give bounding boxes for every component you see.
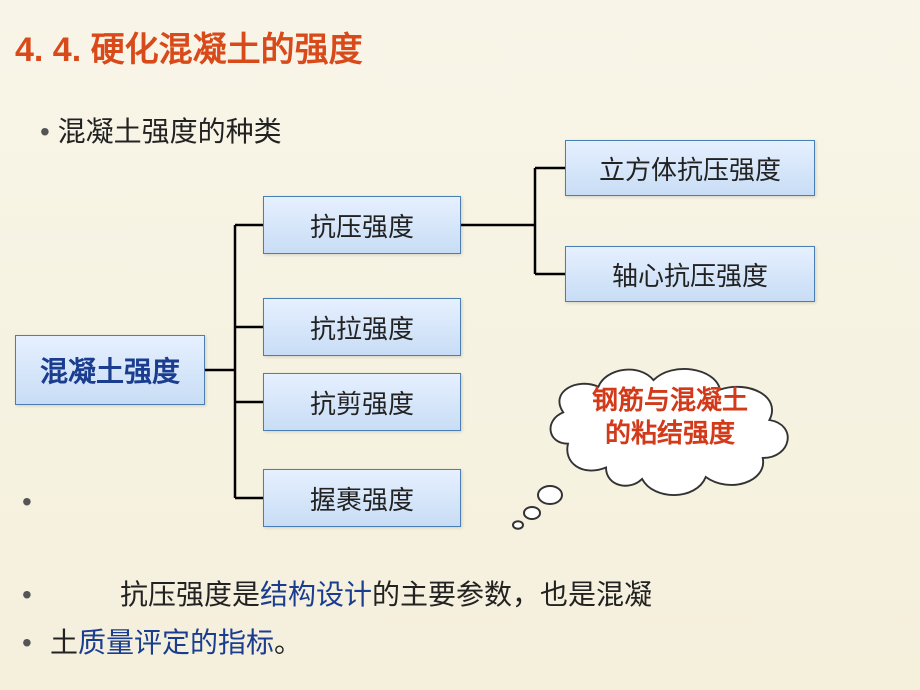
thought-cloud-text: 钢筋与混凝土的粘结强度 [580, 384, 760, 449]
body-text-line: • 抗压强度是结构设计的主要参数，也是混凝 [20, 570, 900, 619]
diagram-node: 抗压强度 [263, 196, 461, 254]
diagram-node: 抗拉强度 [263, 298, 461, 356]
diagram-node: 轴心抗压强度 [565, 246, 815, 302]
diagram-node: 立方体抗压强度 [565, 140, 815, 196]
slide-title: 4. 4. 硬化混凝土的强度 [15, 22, 363, 71]
bullet-dot: • [22, 486, 32, 518]
diagram-node: 抗剪强度 [263, 373, 461, 431]
bullet-dot: • [22, 570, 32, 619]
bullet-dot: • [22, 618, 32, 667]
diagram-node: 握裹强度 [263, 469, 461, 527]
diagram-node-root: 混凝土强度 [15, 335, 205, 405]
body-text-line: • 土质量评定的指标。 [20, 618, 900, 667]
subtitle: 混凝土强度的种类 [40, 110, 282, 150]
